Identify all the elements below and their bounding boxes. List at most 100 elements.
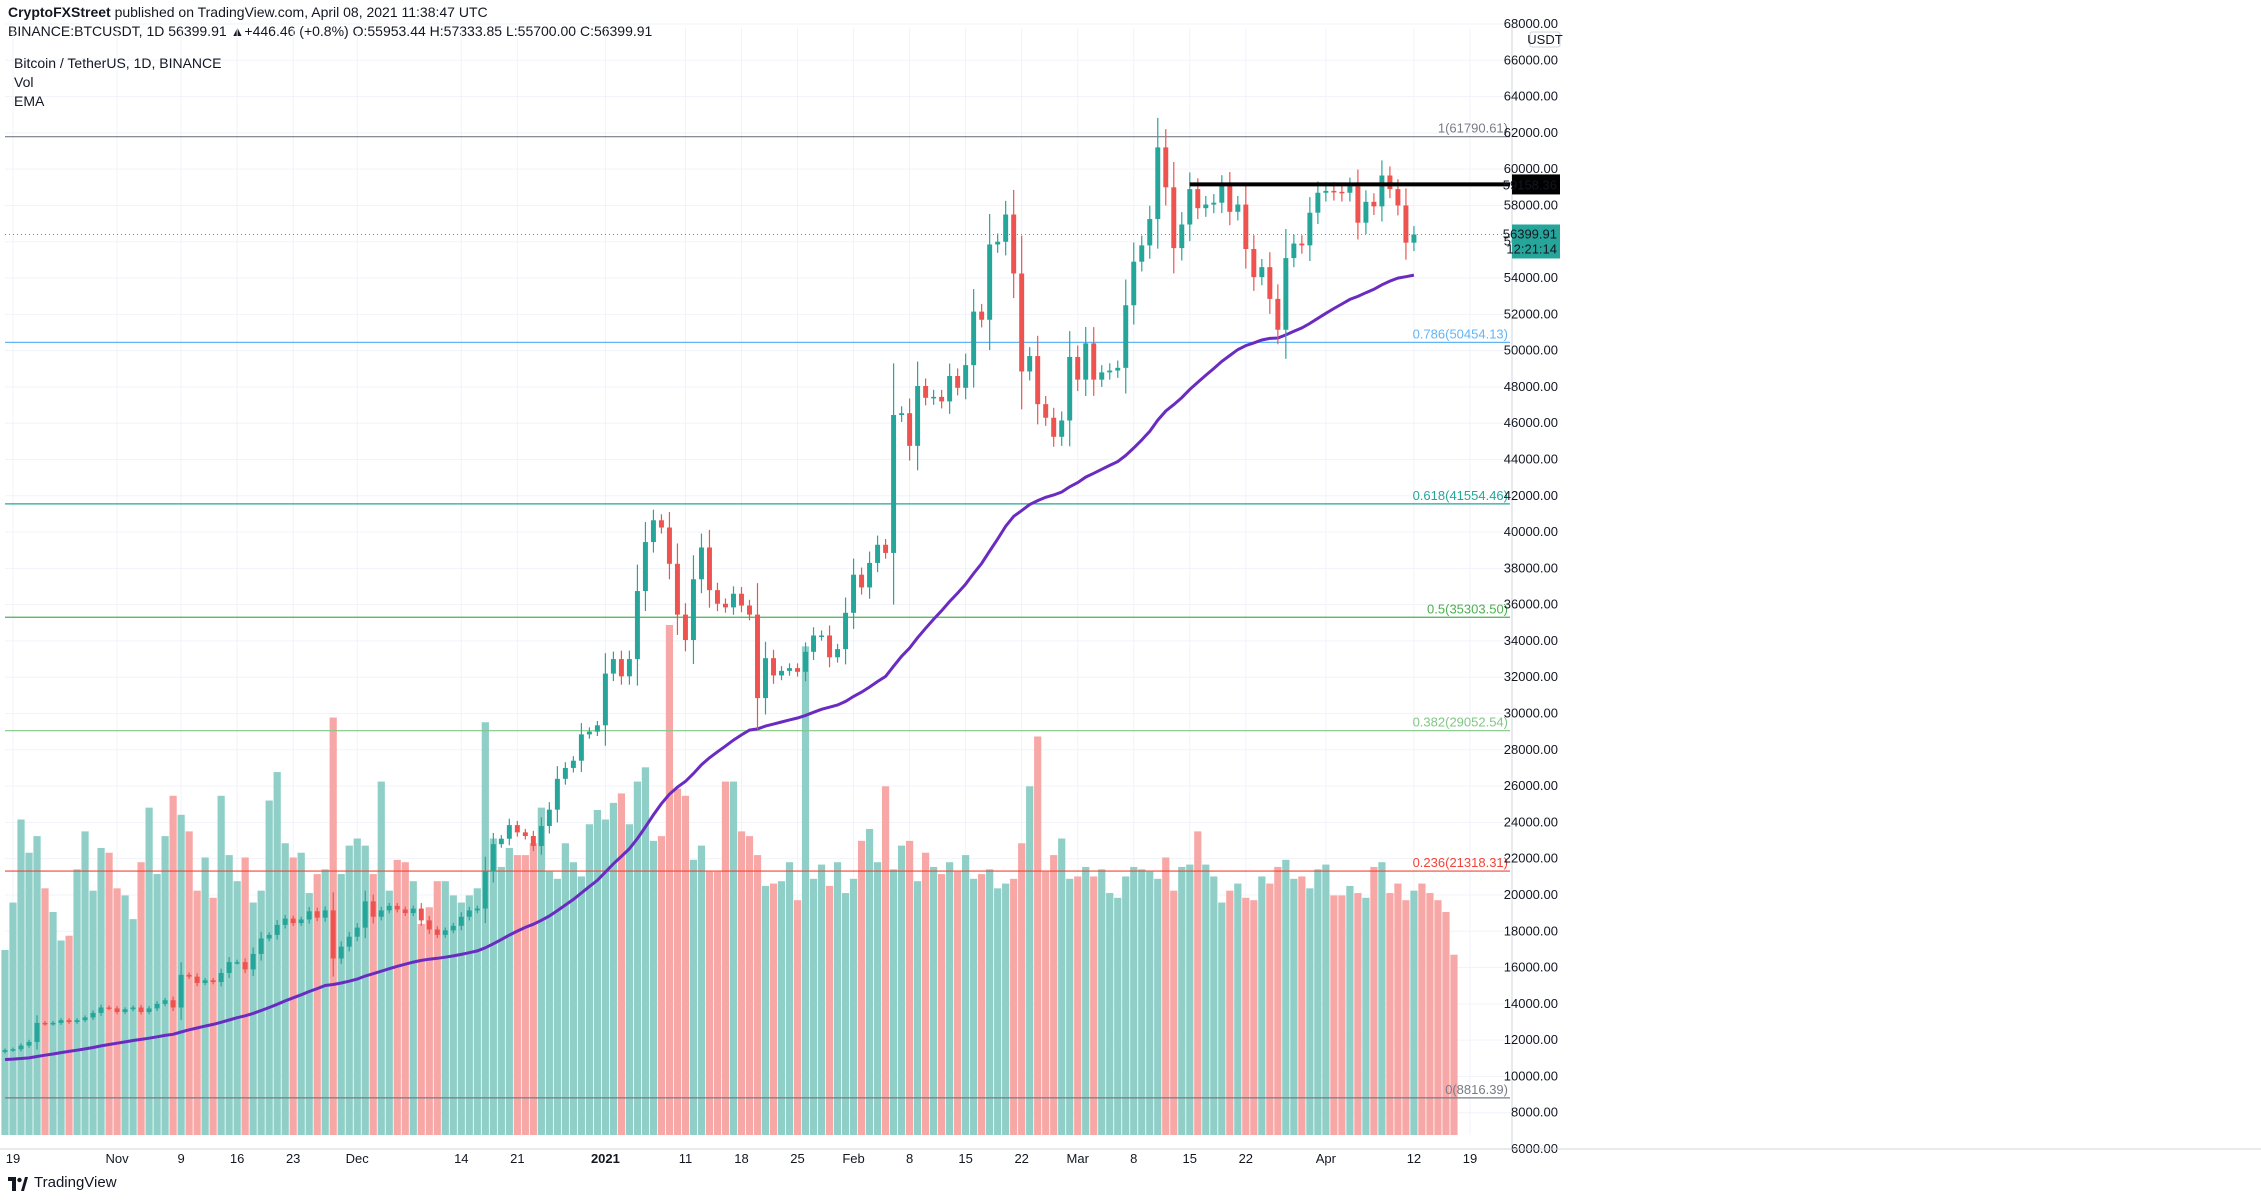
candle: [154, 1001, 160, 1011]
candle: [827, 625, 833, 668]
volume-bar: [233, 881, 241, 1135]
candle-body: [963, 365, 969, 388]
volume-bar: [962, 855, 970, 1135]
price-tick-label: 68000.00: [1504, 16, 1558, 31]
candle: [1011, 189, 1017, 299]
volume-bar: [185, 831, 193, 1135]
volume-bar: [217, 795, 225, 1135]
volume-bar: [1122, 876, 1130, 1135]
candle-body: [474, 908, 480, 911]
volume-bar: [1354, 893, 1362, 1135]
volume-bar: [1002, 883, 1010, 1135]
volume-bar: [1082, 866, 1090, 1135]
candle-body: [1283, 258, 1289, 330]
publish-info: CryptoFXStreet published on TradingView.…: [8, 3, 488, 21]
volume-bar: [905, 840, 914, 1135]
volume-bar: [1010, 878, 1018, 1135]
candle-body: [162, 1000, 168, 1004]
volume-bar: [569, 862, 577, 1135]
candle-body: [1163, 147, 1169, 188]
volume-bar: [1434, 900, 1442, 1135]
legend-ema[interactable]: EMA: [14, 93, 45, 109]
time-tick-label: 8: [906, 1151, 913, 1166]
candle-body: [98, 1007, 104, 1013]
candle-body: [1267, 267, 1273, 299]
legend-volume[interactable]: Vol: [14, 74, 34, 90]
volume-bar: [1322, 864, 1330, 1135]
candle: [138, 1004, 144, 1015]
price-tick-label: 52000.00: [1504, 306, 1558, 321]
footer: TradingView: [0, 1168, 2261, 1200]
candle-body: [386, 905, 392, 911]
volume-bar: [761, 885, 770, 1135]
candle-body: [1195, 189, 1201, 209]
candle: [2, 1048, 8, 1054]
candle: [618, 650, 624, 685]
candle-body: [170, 1000, 176, 1008]
candle: [178, 962, 184, 1021]
volume-bar: [689, 859, 698, 1135]
volume-bar: [561, 843, 569, 1135]
candle: [947, 363, 953, 414]
candle: [170, 996, 176, 1012]
price-tick-label: 40000.00: [1504, 524, 1558, 539]
volume-bar: [1066, 878, 1074, 1135]
price-tick-label: 18000.00: [1504, 923, 1558, 938]
volume-bar: [169, 795, 177, 1135]
candle-body: [915, 385, 921, 446]
candle-body: [1067, 356, 1073, 421]
unit-badge: [1529, 31, 1561, 48]
volume-bar: [129, 919, 137, 1135]
price-tick-label: 26000.00: [1504, 778, 1558, 793]
candle-body: [26, 1041, 32, 1046]
candle-body: [867, 562, 873, 588]
candle-body: [658, 520, 664, 528]
volume-bar: [1450, 954, 1458, 1135]
candle: [891, 363, 897, 605]
volume-bar: [33, 836, 41, 1135]
candle-body: [803, 651, 809, 672]
volume-bar: [273, 772, 281, 1135]
candle-body: [634, 591, 640, 660]
legend-title[interactable]: Bitcoin / TetherUS, 1D, BINANCE: [14, 55, 222, 71]
close-value: 56399.91: [593, 23, 653, 39]
volume-bar: [105, 852, 113, 1135]
candle: [666, 512, 672, 580]
volume-bar: [369, 874, 377, 1135]
volume-bar: [1138, 869, 1146, 1135]
candle-body: [939, 396, 945, 402]
candle-body: [811, 635, 817, 652]
candle: [1123, 279, 1129, 394]
candle: [763, 641, 768, 715]
volume-bar: [121, 895, 129, 1135]
candle: [58, 1018, 64, 1025]
candle-body: [186, 974, 192, 977]
candle: [514, 820, 520, 837]
publisher-name[interactable]: CryptoFXStreet: [8, 4, 111, 20]
candle-body: [1107, 370, 1113, 373]
candle-body: [1251, 249, 1257, 278]
candle: [490, 832, 496, 883]
candle-body: [827, 635, 833, 658]
candle-body: [1203, 204, 1209, 209]
candle: [1059, 411, 1065, 446]
candle-body: [274, 924, 280, 935]
candle-body: [859, 574, 865, 588]
candle: [410, 905, 416, 917]
candle-body: [1123, 305, 1129, 368]
tradingview-logo-icon[interactable]: [8, 1177, 28, 1191]
candle-body: [1355, 186, 1361, 223]
candle-body: [763, 658, 768, 699]
volume-bar: [81, 831, 89, 1135]
candle: [1315, 181, 1321, 224]
candle-body: [1171, 187, 1177, 249]
volume-bar: [817, 864, 826, 1135]
candle-body: [883, 544, 889, 553]
volume-bar: [825, 885, 834, 1135]
candle: [314, 907, 320, 922]
candle: [859, 567, 865, 595]
volume-bar: [897, 845, 906, 1135]
volume-bar: [753, 855, 762, 1135]
tradingview-brand[interactable]: TradingView: [34, 1174, 117, 1191]
